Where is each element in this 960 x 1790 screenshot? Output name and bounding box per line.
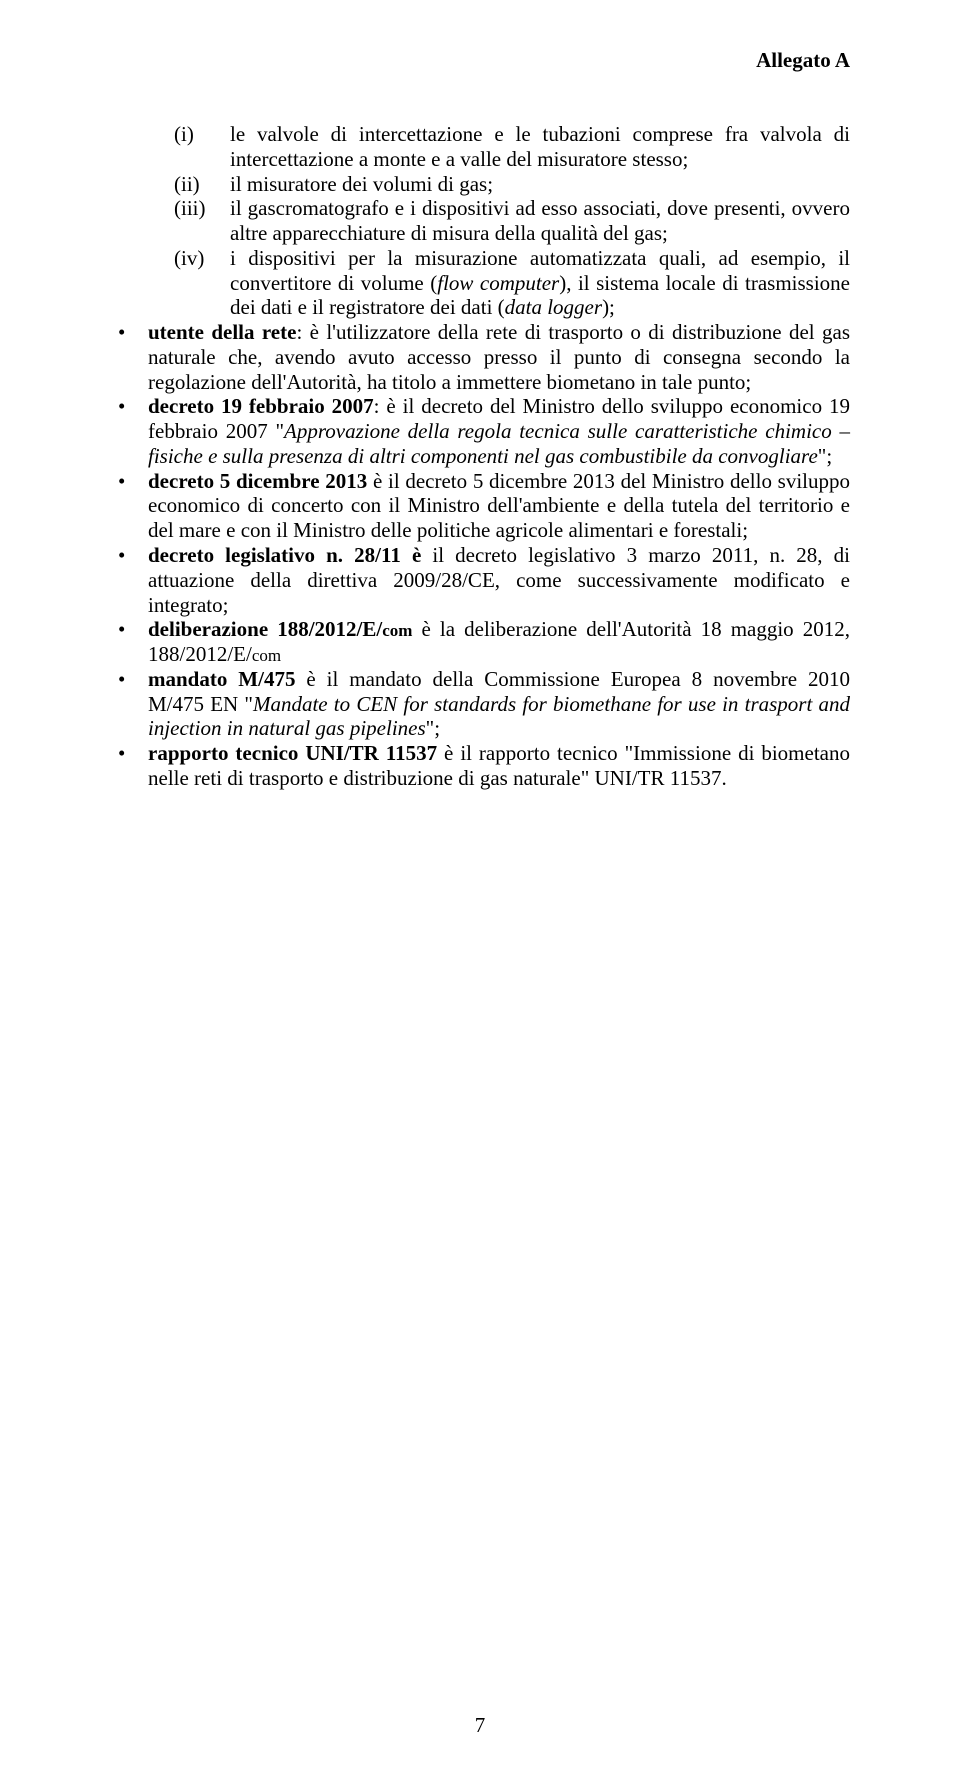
iv-t4: data logger (505, 295, 602, 319)
marker-iii: (iii) (174, 196, 230, 246)
iv-t2: flow computer (437, 271, 559, 295)
b7-t1: rapporto tecnico UNI/TR 11537 (148, 741, 437, 765)
bullet-text-6: mandato M/475 è il mandato della Commiss… (148, 667, 850, 741)
bullet-icon: • (118, 394, 148, 468)
iv-t5: ); (602, 295, 615, 319)
bullet-utente-rete: • utente della rete: è l'utilizzatore de… (118, 320, 850, 394)
b6-t4: "; (426, 716, 440, 740)
b3-t1: decreto 5 dicembre 2013 (148, 469, 367, 493)
bullet-icon: • (118, 320, 148, 394)
bullet-text-1: utente della rete: è l'utilizzatore dell… (148, 320, 850, 394)
b6-t3: Mandate to CEN for standards for biometh… (148, 692, 850, 741)
b6-t1: mandato M/475 (148, 667, 295, 691)
b1-t1: utente della rete (148, 320, 296, 344)
subitem-iv: (iv) i dispositivi per la misurazione au… (174, 246, 850, 320)
b2-t4: "; (818, 444, 832, 468)
b5-t1b: com (382, 621, 412, 640)
bullet-decreto-legislativo: • decreto legislativo n. 28/11 è il decr… (118, 543, 850, 617)
bullet-mandato: • mandato M/475 è il mandato della Commi… (118, 667, 850, 741)
bullet-icon: • (118, 469, 148, 543)
roman-sublist: (i) le valvole di intercettazione e le t… (174, 122, 850, 320)
bullet-icon: • (118, 741, 148, 791)
subitem-iii: (iii) il gascromatografo e i dispositivi… (174, 196, 850, 246)
b4-t1: decreto legislativo n. 28/11 è (148, 543, 432, 567)
subitem-i: (i) le valvole di intercettazione e le t… (174, 122, 850, 172)
b2-t1: decreto 19 febbraio 2007 (148, 394, 374, 418)
b5-t2b: com (252, 646, 281, 665)
bullet-text-2: decreto 19 febbraio 2007: è il decreto d… (148, 394, 850, 468)
bullet-rapporto: • rapporto tecnico UNI/TR 11537 è il rap… (118, 741, 850, 791)
bullet-icon: • (118, 667, 148, 741)
bullet-decreto-2013: • decreto 5 dicembre 2013 è il decreto 5… (118, 469, 850, 543)
marker-iv: (iv) (174, 246, 230, 320)
bullet-text-3: decreto 5 dicembre 2013 è il decreto 5 d… (148, 469, 850, 543)
bullet-text-5: deliberazione 188/2012/E/com è la delibe… (148, 617, 850, 667)
document-header: Allegato A (756, 48, 850, 73)
subitem-ii: (ii) il misuratore dei volumi di gas; (174, 172, 850, 197)
bullet-deliberazione: • deliberazione 188/2012/E/com è la deli… (118, 617, 850, 667)
subtext-i: le valvole di intercettazione e le tubaz… (230, 122, 850, 172)
bullet-list: • utente della rete: è l'utilizzatore de… (118, 320, 850, 791)
bullet-text-4: decreto legislativo n. 28/11 è il decret… (148, 543, 850, 617)
document-body: (i) le valvole di intercettazione e le t… (118, 122, 850, 791)
bullet-icon: • (118, 543, 148, 617)
subtext-ii: il misuratore dei volumi di gas; (230, 172, 850, 197)
bullet-decreto-2007: • decreto 19 febbraio 2007: è il decreto… (118, 394, 850, 468)
bullet-icon: • (118, 617, 148, 667)
bullet-text-7: rapporto tecnico UNI/TR 11537 è il rappo… (148, 741, 850, 791)
subtext-iii: il gascromatografo e i dispositivi ad es… (230, 196, 850, 246)
page-number: 7 (0, 1713, 960, 1738)
b5-t1: deliberazione 188/2012/E/ (148, 617, 382, 641)
marker-ii: (ii) (174, 172, 230, 197)
marker-i: (i) (174, 122, 230, 172)
subtext-iv: i dispositivi per la misurazione automat… (230, 246, 850, 320)
